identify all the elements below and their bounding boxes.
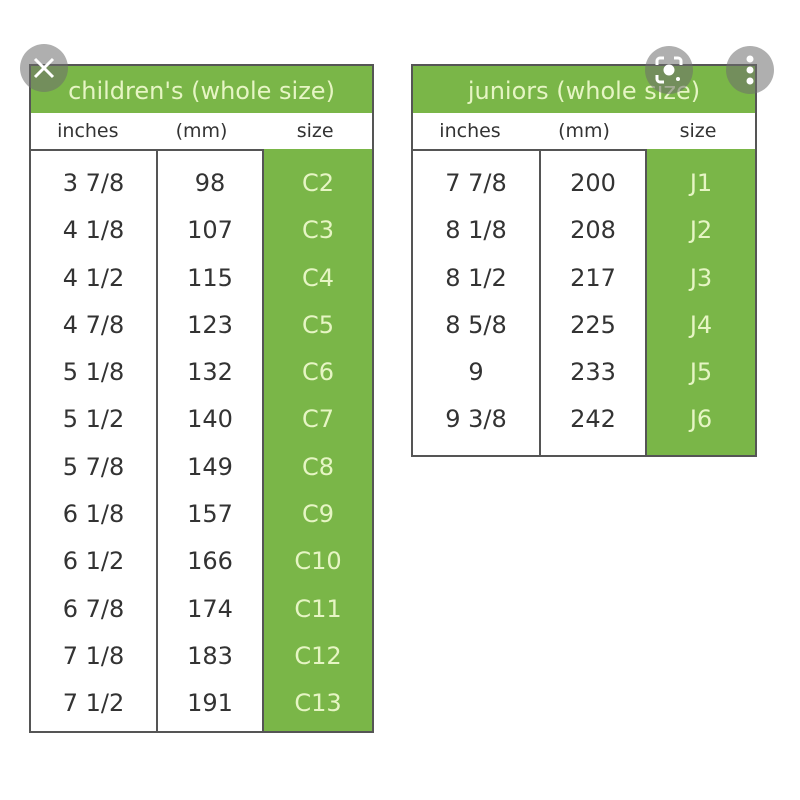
table-cell: J6 [689, 405, 713, 434]
table-cell: 4 1/8 [62, 216, 125, 245]
table-cell: 233 [570, 358, 616, 387]
table-cell: 225 [570, 310, 616, 339]
table-cell: 107 [187, 216, 233, 245]
table-cell: C5 [301, 310, 335, 339]
children-header-row: inches (mm) size [31, 113, 372, 151]
table-cell: 4 7/8 [62, 310, 125, 339]
table-cell: 242 [570, 405, 616, 434]
table-cell: C12 [294, 641, 342, 670]
children-size-table: children's (whole size) inches (mm) size… [29, 64, 374, 733]
table-cell: J5 [689, 358, 713, 387]
table-cell: 6 1/8 [62, 500, 125, 529]
children-size-column: C2 C3 C4 C5 C6 C7 C8 C9 C10 C11 C12 C13 [264, 149, 372, 731]
table-cell: 3 7/8 [62, 169, 125, 197]
table-cell: 7 1/8 [62, 641, 125, 670]
table-cell: J3 [689, 263, 713, 292]
table-cell: J1 [689, 169, 713, 197]
table-cell: C2 [301, 169, 335, 197]
children-table-body: 3 7/8 4 1/8 4 1/2 4 7/8 5 1/8 5 1/2 5 7/8 6 1/8… [31, 149, 372, 731]
children-table-title: children's (whole size) [31, 66, 372, 113]
table-cell: 191 [187, 689, 233, 718]
table-cell: C4 [301, 263, 335, 292]
juniors-header-row: inches (mm) size [413, 113, 755, 151]
table-cell: 149 [187, 452, 233, 481]
table-cell: 208 [570, 216, 616, 245]
table-cell: J4 [689, 310, 713, 339]
table-cell: 183 [187, 641, 233, 670]
table-cell: 157 [187, 500, 233, 529]
table-cell: 5 1/2 [62, 405, 125, 434]
table-cell: 9 [468, 358, 484, 387]
table-cell: 132 [187, 358, 233, 387]
table-cell: 166 [187, 547, 233, 576]
header-inches: inches [57, 120, 119, 142]
header-inches: inches [439, 120, 501, 142]
table-cell: 8 5/8 [445, 310, 507, 339]
table-cell: 200 [570, 169, 616, 197]
table-cell: 4 1/2 [62, 263, 125, 292]
table-cell: 5 1/8 [62, 358, 125, 387]
table-cell: C8 [301, 452, 335, 481]
table-cell: 8 1/8 [445, 216, 507, 245]
table-cell: C11 [294, 594, 342, 623]
table-cell: C6 [301, 358, 335, 387]
table-cell: 123 [187, 310, 233, 339]
children-mm-column: 98 107 115 123 132 140 149 157 166 174 183 191 [158, 149, 264, 731]
header-size: size [679, 120, 717, 142]
table-cell: 217 [570, 263, 616, 292]
table-cell: 8 1/2 [445, 263, 507, 292]
juniors-table-body: 7 7/8 8 1/8 8 1/2 8 5/8 9 9 3/8 200 208 217 225 2… [413, 149, 755, 455]
table-cell: C9 [301, 500, 335, 529]
table-cell: C13 [294, 689, 342, 718]
table-cell: C10 [294, 547, 342, 576]
table-cell: 7 1/2 [62, 689, 125, 718]
lens-search-button[interactable] [645, 46, 693, 94]
table-cell: C3 [301, 216, 335, 245]
juniors-table-title: juniors (whole size) [413, 66, 755, 113]
table-cell: 7 7/8 [445, 169, 507, 197]
header-size: size [296, 120, 334, 142]
header-mm: (mm) [175, 120, 228, 142]
more-options-button[interactable] [726, 46, 774, 94]
juniors-inches-column: 7 7/8 8 1/8 8 1/2 8 5/8 9 9 3/8 [413, 149, 541, 455]
table-cell: C7 [301, 405, 335, 434]
more-vert-icon [746, 55, 754, 85]
table-cell: 5 7/8 [62, 452, 125, 481]
close-icon [33, 57, 55, 79]
table-cell: 9 3/8 [445, 405, 507, 434]
children-inches-column: 3 7/8 4 1/8 4 1/2 4 7/8 5 1/8 5 1/2 5 7/8 6 1/8… [31, 149, 158, 731]
close-button[interactable] [20, 44, 68, 92]
table-cell: 98 [194, 169, 226, 197]
juniors-size-column: J1 J2 J3 J4 J5 J6 [647, 149, 755, 455]
table-cell: 6 1/2 [62, 547, 125, 576]
table-cell: J2 [689, 216, 713, 245]
juniors-size-table: juniors (whole size) inches (mm) size 7 … [411, 64, 757, 457]
table-cell: 174 [187, 594, 233, 623]
lens-icon [655, 56, 683, 84]
header-mm: (mm) [558, 120, 610, 142]
juniors-mm-column: 200 208 217 225 233 242 [541, 149, 647, 455]
table-cell: 115 [187, 263, 233, 292]
table-cell: 140 [187, 405, 233, 434]
table-cell: 6 7/8 [62, 594, 125, 623]
